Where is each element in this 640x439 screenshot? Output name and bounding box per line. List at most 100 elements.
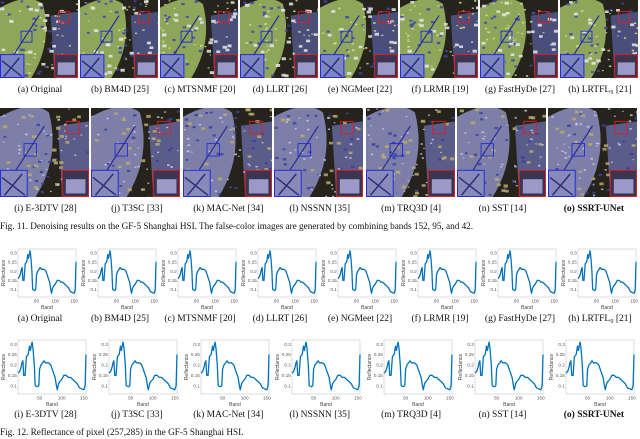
y-tick-label: 0.2	[490, 269, 497, 274]
x-tick-label: 100	[58, 396, 66, 401]
y-tick-label: 0.3	[559, 342, 566, 347]
x-tick-label: 150	[150, 299, 158, 304]
y-tick-label: 0.25	[488, 260, 497, 265]
y-axis-label: Reflectance	[561, 260, 567, 287]
subfigure-label: (d) LLRT [26]	[252, 314, 308, 324]
y-tick-label: 0.2	[250, 269, 257, 274]
reflectance-line	[497, 250, 557, 294]
y-tick-label: 0.3	[467, 342, 474, 347]
reflectance-plot: 50 100 150 0.1 0.15 0.2 0.25 0.3 Band Reflectance	[161, 248, 238, 311]
x-tick-label: 150	[80, 396, 88, 401]
x-axis-label: Band	[121, 305, 133, 311]
x-tick-label: 100	[515, 396, 523, 401]
reflectance-line	[97, 250, 157, 294]
subfigure-label: (a) Original	[17, 314, 63, 324]
x-tick-label: 50	[34, 299, 40, 304]
subfigure-label: (j) T3SC [33]	[111, 204, 163, 214]
y-tick-label: 0.1	[570, 287, 577, 292]
x-tick-label: 150	[470, 299, 478, 304]
reflectance-line	[474, 341, 544, 391]
y-tick-label: 0.3	[376, 342, 383, 347]
y-tick-label: 0.2	[330, 269, 337, 274]
y-tick-label: 0.25	[556, 352, 565, 357]
y-tick-label: 0.15	[373, 373, 382, 378]
y-tick-label: 0.15	[168, 278, 177, 283]
x-axis-label: Band	[229, 402, 241, 408]
x-tick-label: 150	[537, 396, 545, 401]
x-tick-label: 50	[220, 396, 226, 401]
y-tick-label: 0.1	[467, 383, 474, 388]
y-axis-label: Reflectance	[481, 260, 487, 287]
subfigure-label: (n) SST [14]	[478, 410, 527, 420]
reflectance-line	[565, 341, 636, 391]
y-tick-label: 0.1	[10, 383, 17, 388]
y-tick-label: 0.2	[90, 269, 97, 274]
y-tick-label: 0.25	[8, 260, 17, 265]
reflectance-plot: 50 100 150 0.1 0.15 0.2 0.25 0.3 Band Reflectance	[275, 339, 362, 408]
denoised-image	[548, 108, 638, 197]
x-tick-label: 100	[291, 299, 299, 304]
figure-12-caption: Fig. 12. Reflectance of pixel (257,285) …	[0, 427, 244, 437]
x-axis-label: Band	[503, 402, 515, 408]
subfigure-label: (c) MTSNMF [20]	[164, 314, 236, 324]
y-tick-label: 0.25	[168, 260, 177, 265]
x-tick-label: 150	[310, 299, 318, 304]
denoised-image	[182, 108, 272, 197]
y-tick-label: 0.3	[410, 250, 417, 255]
y-tick-label: 0.15	[568, 278, 577, 283]
x-tick-label: 100	[211, 299, 219, 304]
subfigure-label: (i) E-3DTV [28]	[14, 410, 77, 420]
x-tick-label: 50	[585, 396, 591, 401]
reflectance-plot: 50 100 150 0.1 0.15 0.2 0.25 0.3 Band Reflectance	[81, 248, 158, 311]
reflectance-line	[200, 341, 270, 391]
denoised-image	[91, 108, 181, 197]
x-tick-label: 150	[550, 299, 558, 304]
reflectance-plot: 50 100 150 0.1 0.15 0.2 0.25 0.3 Band Reflectance	[241, 248, 318, 311]
y-tick-label: 0.1	[170, 287, 177, 292]
subfigure-label: (i) E-3DTV [28]	[14, 204, 77, 214]
x-tick-label: 150	[446, 396, 454, 401]
reflectance-plot: 50 100 150 0.1 0.15 0.2 0.25 0.3 Band Reflectance	[549, 339, 636, 408]
y-tick-label: 0.25	[191, 352, 200, 357]
y-tick-label: 0.2	[102, 363, 109, 368]
x-tick-label: 150	[390, 299, 398, 304]
subfigure-label: (k) MAC-Net [34]	[193, 204, 264, 214]
subfigure-label: (h) LRTFL₀ [21]	[568, 85, 632, 95]
y-tick-label: 0.3	[285, 342, 292, 347]
y-tick-label: 0.3	[102, 342, 109, 347]
reflectance-plot: 50 100 150 0.1 0.15 0.2 0.25 0.3 Band Reflectance	[561, 248, 638, 311]
y-tick-label: 0.25	[568, 260, 577, 265]
y-axis-label: Reflectance	[184, 354, 190, 381]
x-axis-label: Band	[521, 305, 533, 311]
x-axis-label: Band	[361, 305, 373, 311]
subfigure-label: (o) SSRT-UNet	[563, 204, 625, 214]
denoised-image	[457, 108, 546, 197]
x-axis-label: Band	[138, 402, 150, 408]
x-tick-label: 150	[230, 299, 238, 304]
y-tick-label: 0.3	[490, 250, 497, 255]
y-tick-label: 0.15	[8, 278, 17, 283]
reflectance-line	[417, 250, 477, 294]
x-tick-label: 100	[611, 299, 619, 304]
x-tick-label: 50	[311, 396, 317, 401]
x-tick-label: 50	[274, 299, 280, 304]
x-axis-label: Band	[595, 402, 607, 408]
y-tick-label: 0.2	[559, 363, 566, 368]
y-tick-label: 0.2	[10, 269, 17, 274]
y-tick-label: 0.25	[99, 352, 108, 357]
y-axis-label: Reflectance	[1, 260, 7, 287]
reflectance-plot: 50 100 150 0.1 0.15 0.2 0.25 0.3 Band Reflectance	[366, 339, 454, 408]
y-tick-label: 0.3	[193, 342, 200, 347]
subfigure-label: (j) T3SC [33]	[111, 410, 163, 420]
x-tick-label: 100	[241, 396, 249, 401]
reflectance-line	[577, 250, 637, 294]
x-tick-label: 150	[70, 299, 78, 304]
reflectance-line	[17, 341, 87, 391]
y-tick-label: 0.2	[467, 363, 474, 368]
denoised-image	[365, 108, 455, 197]
y-tick-label: 0.1	[285, 383, 292, 388]
reflectance-line	[17, 250, 77, 294]
y-tick-label: 0.15	[282, 373, 291, 378]
y-axis-label: Reflectance	[81, 260, 87, 287]
reflectance-plot: 50 100 150 0.1 0.15 0.2 0.25 0.3 Band Reflectance	[401, 248, 478, 311]
